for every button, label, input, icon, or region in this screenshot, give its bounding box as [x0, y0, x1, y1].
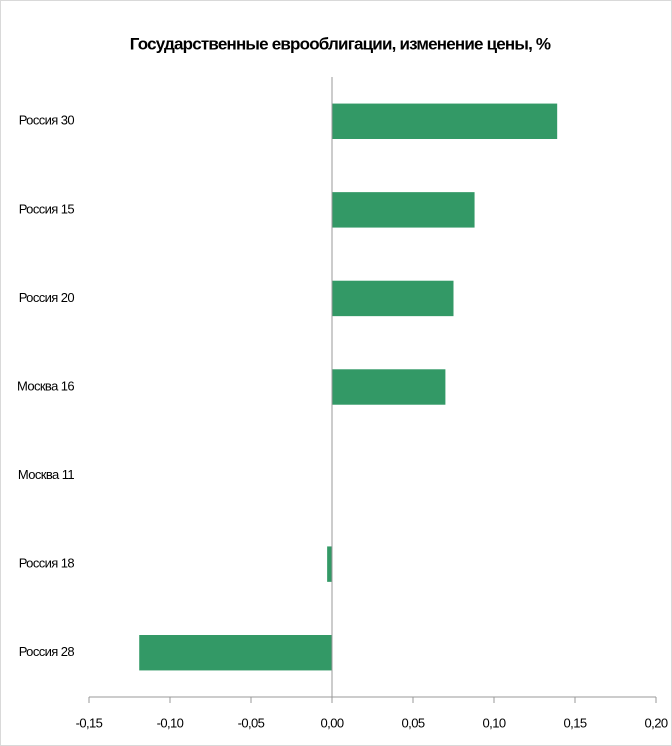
- chart-title: Государственные еврооблигации, изменение…: [130, 34, 551, 53]
- y-tick-label: Россия 18: [19, 556, 75, 571]
- bar: [332, 192, 475, 228]
- x-tick-label: 0,20: [645, 715, 668, 730]
- y-tick-label: Россия 15: [19, 201, 75, 216]
- bar: [332, 280, 454, 317]
- x-tick-label: 0,10: [483, 715, 506, 730]
- y-tick-label: Россия 30: [19, 113, 75, 128]
- x-tick-label: 0,15: [564, 715, 587, 730]
- x-tick-label: -0,15: [76, 715, 103, 730]
- x-tick-label: 0,05: [402, 715, 425, 730]
- x-tick-label: 0,00: [321, 715, 344, 730]
- bar: [332, 369, 446, 405]
- bar: [139, 635, 332, 671]
- y-tick-label: Россия 20: [19, 290, 75, 305]
- y-tick-label: Москва 11: [18, 467, 74, 482]
- x-tick-label: -0,05: [238, 715, 265, 730]
- x-tick-label: -0,10: [157, 715, 184, 730]
- bar: [332, 103, 558, 139]
- bar: [327, 546, 332, 582]
- y-tick-label: Москва 16: [17, 378, 74, 393]
- y-tick-label: Россия 28: [19, 644, 75, 659]
